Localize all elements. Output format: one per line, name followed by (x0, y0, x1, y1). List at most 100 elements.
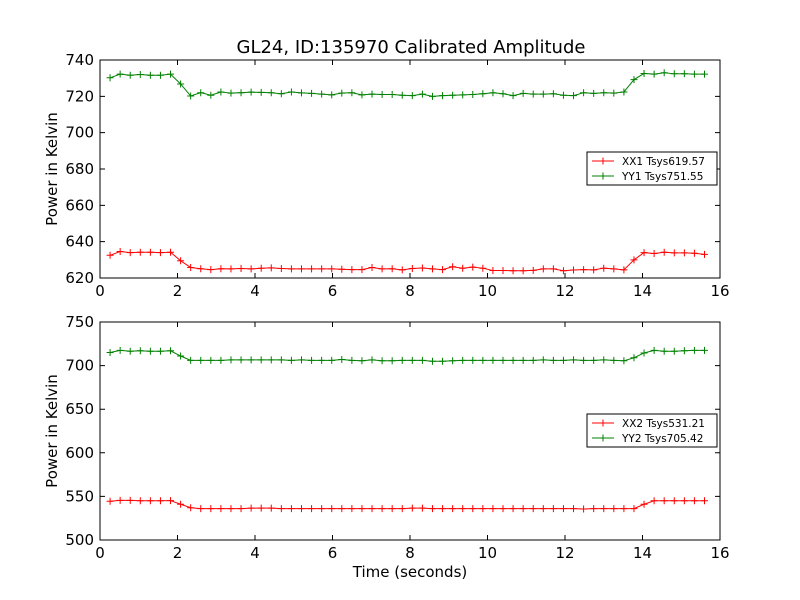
data-point (298, 356, 305, 364)
data-point (298, 89, 305, 97)
data-point (640, 349, 648, 357)
data-point (690, 497, 698, 505)
data-point (388, 265, 396, 273)
y-tick-label: 500 (65, 531, 94, 549)
data-point (469, 356, 477, 364)
data-point (559, 267, 567, 275)
y-tick-label: 640 (65, 233, 94, 251)
data-point (610, 265, 618, 273)
data-point (287, 265, 295, 273)
data-point (217, 88, 225, 96)
data-point (257, 504, 265, 512)
data-point (519, 89, 527, 97)
data-point (439, 92, 447, 100)
data-point (217, 505, 225, 513)
data-point (509, 267, 517, 275)
data-point (298, 505, 305, 513)
data-point (701, 346, 708, 354)
legend-swatch (592, 157, 614, 165)
data-point (489, 267, 497, 275)
y-tick-label: 750 (65, 313, 94, 331)
data-point (187, 504, 195, 512)
x-axis-label: Time (seconds) (352, 563, 468, 581)
data-point (690, 346, 698, 354)
data-point (257, 264, 265, 272)
data-point (620, 357, 628, 365)
x-tick-label: 4 (250, 282, 260, 300)
data-point (570, 266, 578, 274)
y-tick-label: 660 (65, 196, 94, 214)
data-point (368, 90, 376, 98)
data-point (187, 356, 195, 364)
data-point (479, 356, 487, 364)
chart-title: GL24, ID:135970 Calibrated Amplitude (237, 37, 586, 58)
data-point (489, 356, 497, 364)
y-axis-label: Power in Kelvin (43, 374, 61, 488)
data-point (428, 92, 436, 100)
data-point (358, 505, 366, 513)
data-point (358, 91, 366, 99)
bottom-panel: 0 2 4 6 8 10 12 14 16 500 550 600 650 700 750 Power in … (43, 313, 730, 581)
y-tick-label: 740 (65, 51, 94, 69)
data-point (257, 356, 265, 364)
data-point (600, 264, 608, 272)
y-tick-label: 700 (65, 357, 94, 375)
data-point (539, 90, 547, 98)
data-point (338, 505, 346, 513)
data-point (388, 91, 396, 99)
x-tick-label: 4 (250, 544, 260, 562)
data-point (529, 90, 537, 98)
data-point (146, 497, 154, 505)
data-point (680, 347, 688, 355)
data-point (620, 266, 628, 274)
y-axis-label: Power in Kelvin (43, 112, 61, 226)
data-point (509, 92, 517, 100)
x-tick-label: 12 (555, 544, 574, 562)
data-point (529, 266, 537, 274)
data-point (398, 505, 406, 513)
data-point (680, 497, 688, 505)
data-point (459, 91, 467, 99)
y-tick-label: 680 (65, 160, 94, 178)
data-point (509, 505, 517, 513)
data-point (318, 505, 326, 513)
x-tick-label: 0 (95, 544, 105, 562)
data-point (116, 496, 124, 504)
data-point (338, 355, 346, 363)
data-point (680, 249, 688, 257)
data-point (156, 497, 164, 505)
data-point (660, 69, 668, 77)
data-point (590, 356, 598, 364)
data-point (459, 505, 467, 513)
legend-label: XX1 Tsys619.57 (622, 156, 705, 168)
data-point (439, 505, 447, 513)
data-point (701, 250, 708, 258)
data-point (207, 356, 215, 364)
data-point (277, 356, 285, 364)
data-point (197, 356, 205, 364)
data-point (277, 265, 285, 273)
legend-box (586, 151, 718, 186)
data-point (167, 70, 175, 78)
data-point (459, 356, 467, 364)
data-point (428, 357, 436, 365)
data-point (358, 266, 366, 274)
data-point (459, 264, 467, 272)
legend-label: YY1 Tsys751.55 (621, 171, 703, 183)
data-point (670, 497, 678, 505)
data-point (398, 266, 406, 274)
data-point (106, 251, 114, 259)
data-point (640, 69, 648, 77)
data-point (378, 505, 386, 513)
data-point (630, 505, 638, 513)
data-point (298, 265, 305, 273)
data-point (549, 90, 557, 98)
data-point (308, 89, 316, 97)
x-tick-label: 14 (633, 544, 652, 562)
data-point (670, 70, 678, 78)
series-line-0-0 (109, 250, 705, 272)
x-tick-label: 8 (405, 282, 415, 300)
data-point (247, 356, 255, 364)
top-panel: 0 2 4 6 8 10 12 14 16 620 640 660 680 700 720 740 Power … (43, 51, 730, 300)
